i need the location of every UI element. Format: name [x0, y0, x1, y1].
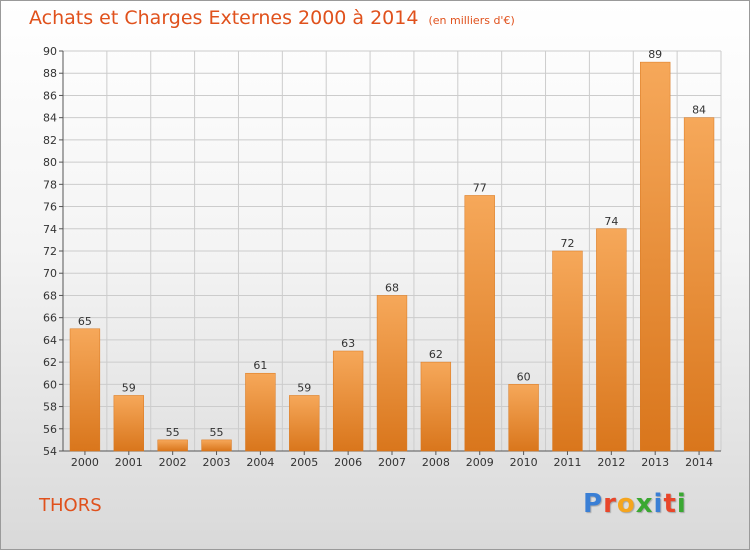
logo-letter: P	[583, 489, 604, 519]
y-tick-label: 80	[43, 156, 57, 169]
x-tick-label-2005: 2005	[290, 456, 318, 469]
x-tick-label-2007: 2007	[378, 456, 406, 469]
bar-2002	[157, 439, 188, 452]
x-tick-label-2003: 2003	[203, 456, 231, 469]
logo-letter: i	[653, 489, 664, 519]
x-tick-label-2011: 2011	[553, 456, 581, 469]
x-tick-label-2009: 2009	[466, 456, 494, 469]
x-tick-label-2002: 2002	[159, 456, 187, 469]
data-label-2010: 60	[517, 370, 531, 383]
bar-2014	[683, 117, 715, 452]
data-label-2013: 89	[648, 48, 662, 61]
bar-2012	[596, 228, 627, 452]
y-tick-label: 84	[43, 112, 57, 125]
bar-2009	[464, 195, 495, 452]
logo-letter: o	[616, 489, 636, 519]
x-tick-label-2008: 2008	[422, 456, 450, 469]
chart-title: Achats et Charges Externes 2000 à 2014 (e…	[29, 7, 515, 29]
x-tick-label-2006: 2006	[334, 456, 362, 469]
y-tick-label: 56	[43, 423, 57, 436]
chart-unit: (en milliers d'€)	[428, 14, 515, 27]
y-tick-label: 86	[43, 89, 57, 102]
y-tick-label: 66	[43, 312, 57, 325]
bar-2013	[640, 61, 671, 452]
y-tick-label: 90	[43, 45, 57, 58]
data-label-2014: 84	[692, 104, 706, 117]
y-tick-label: 60	[43, 378, 57, 391]
tick-labels: 54 56 58 60 62 64 66 68 70 72 74 76 78 80 82 84 86 88 90 20…	[43, 45, 713, 469]
data-label-2012: 74	[604, 215, 618, 228]
logo-letter: r	[603, 489, 617, 519]
data-label-2002: 55	[166, 426, 180, 439]
bar-2011	[552, 250, 583, 452]
logo-letter: i	[676, 489, 687, 519]
bar-2001	[113, 395, 144, 452]
bars	[69, 61, 715, 452]
data-label-2008: 62	[429, 348, 443, 361]
data-label-2003: 55	[210, 426, 224, 439]
y-tick-label: 54	[43, 445, 57, 458]
logo-letter: x	[635, 489, 654, 519]
bar-2004	[245, 372, 276, 452]
y-tick-label: 82	[43, 134, 57, 147]
y-tick-label: 62	[43, 356, 57, 369]
chart-title-text: Achats et Charges Externes 2000 à 2014	[29, 7, 419, 29]
data-label-2004: 61	[253, 359, 267, 372]
commune-name: THORS	[39, 495, 102, 516]
bar-2003	[201, 439, 232, 452]
x-tick-label-2004: 2004	[246, 456, 274, 469]
data-label-2006: 63	[341, 337, 355, 350]
x-tick-label-2014: 2014	[685, 456, 713, 469]
x-tick-label-2012: 2012	[597, 456, 625, 469]
bar-2005	[289, 395, 320, 452]
x-tick-label-2001: 2001	[115, 456, 143, 469]
data-label-2001: 59	[122, 381, 136, 394]
y-tick-label: 70	[43, 267, 57, 280]
x-tick-label-2000: 2000	[71, 456, 99, 469]
data-labels: 65 59 55 55 61 59 63 68 62 77 60 72 74 89 84	[78, 48, 706, 439]
y-tick-label: 64	[43, 334, 57, 347]
bar-2010	[508, 384, 539, 452]
y-tick-label: 88	[43, 67, 57, 80]
bar-2008	[420, 361, 452, 452]
y-tick-label: 74	[43, 223, 57, 236]
y-tick-label: 78	[43, 178, 57, 191]
x-tick-label-2013: 2013	[641, 456, 669, 469]
proxiti-logo: Proxiti	[583, 489, 687, 519]
data-label-2007: 68	[385, 281, 399, 294]
data-label-2000: 65	[78, 315, 92, 328]
x-tick-label-2010: 2010	[510, 456, 538, 469]
y-tick-label: 72	[43, 245, 57, 258]
y-tick-label: 58	[43, 401, 57, 414]
data-label-2009: 77	[473, 181, 487, 194]
bar-2007	[376, 295, 408, 452]
bar-2006	[332, 350, 364, 452]
data-label-2005: 59	[297, 381, 311, 394]
y-tick-label: 68	[43, 289, 57, 302]
bar-2000	[69, 328, 101, 452]
data-label-2011: 72	[560, 237, 574, 250]
y-tick-label: 76	[43, 201, 57, 214]
logo-letter: t	[663, 489, 677, 519]
